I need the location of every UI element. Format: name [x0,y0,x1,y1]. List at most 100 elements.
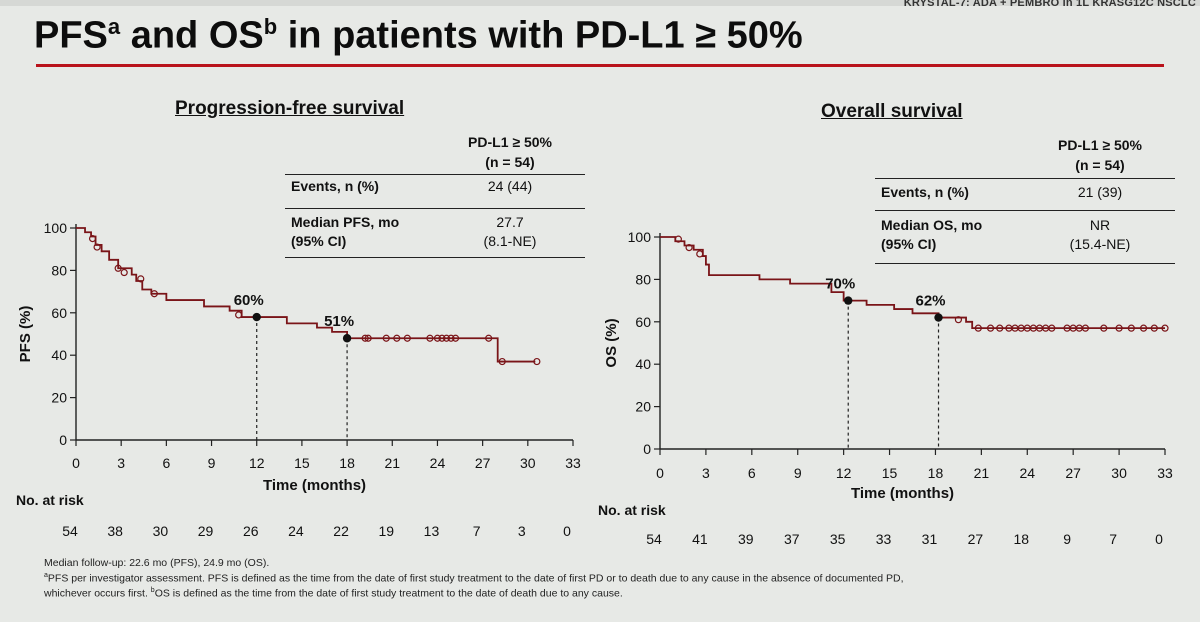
os-y-tick-label: 40 [635,356,651,372]
pfs-risk-count: 19 [378,523,394,539]
os-censor-mark [1139,324,1148,332]
footer-line3b: OS is defined as the time from the date … [154,587,623,600]
os-table-rule-2 [875,210,1175,211]
os-risk-count: 54 [646,531,662,547]
title-pfs: PFS [34,14,108,57]
os-x-tick-label: 3 [702,465,710,481]
pfs-risk-count: 38 [107,523,123,539]
os-table-rule-1 [875,178,1175,179]
pfs-censor-mark [137,275,145,283]
os-risk-count: 9 [1063,531,1071,547]
pfs-risk-count: 3 [518,523,526,539]
os-censor-mark [1150,324,1158,332]
pfs-y-tick-label: 20 [51,390,67,406]
os-risk-count: 41 [692,531,708,547]
os-censor-mark [986,324,995,332]
pfs-median-label-2: (95% CI) [291,233,347,249]
footer-pfs-def: aPFS per investigator assessment. PFS is… [44,572,904,585]
os-km-curve [660,236,1165,330]
title-os-sup: b [263,14,278,39]
pfs-risk-count: 54 [62,523,78,539]
pfs-x-tick-label: 33 [565,455,581,471]
os-landmark-label: 70% [825,276,855,293]
os-risk-count: 7 [1109,531,1117,547]
pfs-landmark-point [252,312,261,322]
os-censor-mark [685,244,693,252]
pfs-censor-mark [150,290,158,298]
footer-pfs-text: PFS per investigator assessment. PFS is … [47,572,904,585]
os-events-value: 21 (39) [1077,184,1123,200]
os-y-tick-label: 80 [635,271,651,287]
os-risk-count: 35 [830,531,846,547]
pfs-risk-count: 30 [153,523,169,539]
pfs-censor-mark [533,357,541,366]
title-pfs-sup: a [107,14,121,39]
pfs-censor-mark [235,311,243,319]
pfs-risk-count: 29 [198,523,214,539]
pfs-censor-mark [485,334,493,342]
title-tail: in patients with PD-L1 ≥ 50% [277,14,803,57]
footer-pfs-sup: a [44,572,48,579]
os-events-label: Events, n (%) [881,184,969,200]
title-mid: and OS [120,14,264,57]
os-censor-mark [674,235,682,243]
pfs-x-tick-label: 12 [249,455,265,471]
pfs-landmark-label: 51% [324,313,354,330]
pfs-panel-title: Progression-free survival [175,98,405,119]
os-censor-mark [1100,324,1108,332]
pfs-censor-mark [447,334,455,342]
pfs-censor-mark [438,334,446,342]
pfs-risk-count: 13 [424,523,440,539]
os-median-value-1: NR [1089,217,1111,233]
os-x-tick-label: 24 [1019,465,1035,481]
os-chart: 0 3 6 9 12 15 18 21 24 27 30 33 0 20 40 60 80 100 Time (mo… [603,229,1173,547]
os-x-axis-title: Time (months) [851,485,954,502]
os-risk-label: No. at risk [598,502,666,518]
os-censor-mark [996,324,1004,332]
pfs-col-header-2: (n = 54) [485,154,535,170]
pfs-col-header-1: PD-L1 ≥ 50% [468,134,552,150]
os-risk-count: 27 [968,531,984,547]
header-strip [0,0,1200,6]
footer-followup: Median follow-up: 22.6 mo (PFS), 24.9 mo… [44,557,270,569]
os-median-label-1: Median OS, mo [881,217,983,233]
pfs-landmark-point [342,334,352,343]
pfs-x-tick-label: 21 [384,455,400,471]
os-stat-table: PD-L1 ≥ 50% (n = 54) Events, n (%) 21 (3… [875,137,1175,265]
os-censor-mark [1081,324,1090,332]
footer-line3a: whichever occurs first. [44,587,151,600]
pfs-y-axis-title: PFS (%) [17,306,34,363]
os-x-tick-label: 6 [748,465,756,481]
pfs-median-label-1: Median PFS, mo [291,214,400,230]
pfs-censor-mark [382,334,390,342]
os-x-tick-label: 27 [1065,465,1081,481]
title-rule [36,64,1164,67]
pfs-risk-count: 24 [288,523,304,539]
pfs-x-tick-label: 9 [208,455,216,471]
os-median-label-2: (95% CI) [881,236,937,252]
os-median-value-2: (15.4-NE) [1069,236,1131,252]
pfs-x-tick-label: 3 [117,455,125,471]
os-x-tick-label: 0 [656,465,664,481]
os-y-tick-label: 60 [635,314,651,330]
pfs-risk-count: 7 [473,523,481,539]
os-censor-mark [1161,324,1169,332]
pfs-y-tick-label: 80 [51,262,67,278]
pfs-x-tick-label: 18 [339,455,355,471]
pfs-risk-count: 22 [333,523,349,539]
os-x-tick-label: 33 [1157,465,1173,481]
pfs-censor-mark [93,243,101,251]
pfs-x-tick-label: 30 [520,455,536,471]
os-landmark-label: 62% [915,293,945,310]
os-risk-count: 31 [922,531,938,547]
pfs-table-rule-1 [285,174,585,175]
os-y-tick-label: 100 [628,229,652,245]
pfs-y-tick-label: 60 [51,305,67,321]
pfs-risk-count: 26 [243,523,259,539]
pfs-censor-mark [451,334,460,342]
os-x-tick-label: 21 [974,465,990,481]
os-censor-mark [1115,324,1123,332]
pfs-x-tick-label: 15 [294,455,310,471]
